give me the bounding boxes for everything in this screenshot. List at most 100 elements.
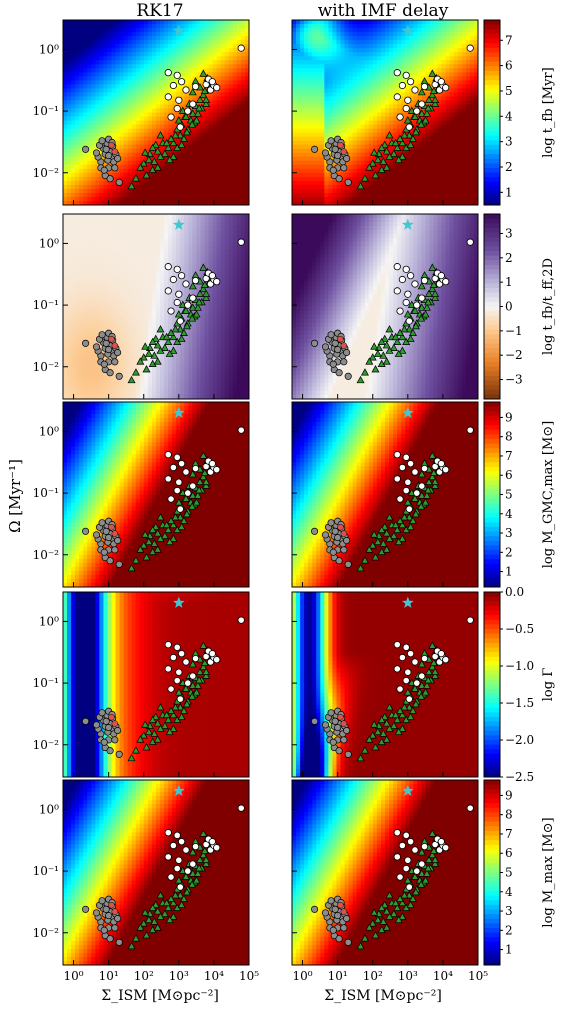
- triangle-marker: [408, 706, 417, 714]
- white-circle-marker: [398, 275, 406, 284]
- y-tick-label: 10⁰: [39, 42, 59, 56]
- grey-circle-marker: [105, 724, 113, 732]
- triangle-marker: [385, 513, 394, 521]
- triangle-marker: [202, 481, 211, 489]
- triangle-marker: [156, 912, 165, 920]
- colorbar-tick-label: 5: [505, 488, 513, 502]
- white-circle-marker: [420, 842, 429, 851]
- y-tick-label: 10⁻²: [33, 360, 60, 374]
- triangle-marker: [202, 859, 211, 867]
- grey-circle-marker: [335, 175, 343, 183]
- grey-circle-marker: [327, 709, 335, 717]
- triangle-marker: [160, 531, 169, 539]
- markers-r1-c0: [82, 218, 245, 384]
- grey-circle-marker: [111, 164, 119, 172]
- colorbar-tick-label: 1: [505, 565, 513, 579]
- white-circle-marker: [237, 238, 245, 246]
- y-tick-label: 10⁻¹: [33, 486, 59, 500]
- triangle-marker: [171, 325, 180, 333]
- grey-circle-marker: [98, 137, 106, 145]
- grey-circle-marker: [105, 912, 113, 920]
- y-tick-label: 10⁻²: [33, 548, 60, 562]
- triangle-marker: [380, 712, 389, 720]
- markers-r4-c1: [311, 784, 474, 950]
- triangle-marker: [169, 332, 178, 341]
- grey-circle-marker: [329, 926, 337, 934]
- white-circle-marker: [173, 453, 181, 461]
- triangle-marker: [171, 891, 180, 899]
- y-tick-label: 10⁻¹: [33, 104, 59, 118]
- triangle-marker: [431, 671, 440, 679]
- white-circle-marker: [405, 695, 413, 703]
- colorbar-tick-label: 2: [505, 160, 513, 174]
- triangle-marker: [188, 692, 197, 700]
- white-circle-marker: [398, 81, 406, 90]
- grey-circle-marker: [111, 924, 119, 932]
- triangle-marker: [389, 531, 398, 539]
- triangle-marker: [394, 727, 403, 735]
- triangle-marker: [199, 451, 208, 459]
- star-marker: [172, 596, 185, 608]
- triangle-marker: [421, 116, 430, 124]
- triangle-marker: [368, 159, 377, 167]
- heatmap-r0-c0: [63, 20, 249, 205]
- grey-circle-marker: [327, 137, 335, 145]
- grey-circle-marker: [321, 343, 330, 351]
- triangle-marker: [368, 731, 377, 739]
- triangle-marker: [417, 281, 426, 290]
- white-circle-marker: [413, 301, 421, 309]
- triangle-marker: [199, 90, 208, 99]
- triangle-marker: [192, 876, 201, 884]
- triangle-marker: [382, 357, 391, 365]
- markers-r4-c0: [82, 784, 245, 950]
- triangle-marker: [162, 332, 171, 341]
- white-circle-marker: [169, 841, 177, 850]
- colorbar-tick-label: 5: [505, 866, 513, 880]
- white-circle-marker: [402, 831, 410, 839]
- triangle-marker: [139, 919, 148, 927]
- triangle-marker: [368, 919, 377, 927]
- triangle-marker: [179, 328, 188, 336]
- triangle-marker: [169, 710, 178, 719]
- panel-frame: [62, 591, 250, 778]
- triangle-marker: [136, 735, 145, 743]
- triangle-marker: [400, 513, 409, 521]
- triangle-marker: [200, 468, 209, 476]
- triangle-marker: [193, 491, 202, 499]
- grey-circle-marker: [102, 527, 110, 535]
- triangle-marker: [195, 298, 204, 306]
- triangle-marker: [398, 724, 407, 732]
- x-axis-label-left: Σ_ISM [M⊙pc⁻²]: [101, 988, 219, 1004]
- triangle-marker: [422, 109, 431, 117]
- triangle-marker: [202, 855, 211, 863]
- white-circle-marker: [208, 838, 216, 846]
- grey-circle-marker: [102, 339, 110, 347]
- triangle-marker: [398, 152, 407, 160]
- colorbar-tick-label: 2: [505, 923, 513, 937]
- x-tick-label: 10⁰: [293, 969, 313, 983]
- white-circle-marker: [237, 616, 245, 624]
- grey-circle-marker: [102, 717, 110, 725]
- triangle-marker: [431, 289, 440, 297]
- triangle-marker: [377, 903, 386, 911]
- triangle-marker: [151, 334, 160, 342]
- colorbar-tick-label: 1: [505, 275, 513, 289]
- triangle-marker: [410, 684, 419, 692]
- white-circle-marker: [164, 69, 172, 77]
- grey-circle-marker: [343, 348, 351, 357]
- x-tick-label: 10⁰: [64, 969, 84, 983]
- triangle-marker: [431, 481, 440, 489]
- triangle-marker: [431, 477, 440, 485]
- triangle-marker: [167, 134, 176, 142]
- grey-circle-marker: [111, 546, 119, 554]
- triangle-marker: [431, 293, 440, 301]
- triangle-marker: [356, 181, 365, 190]
- white-circle-marker: [393, 665, 401, 673]
- white-circle-marker: [404, 478, 412, 486]
- grey-circle-marker: [331, 145, 339, 153]
- triangle-marker: [371, 365, 380, 373]
- triangle-marker: [156, 346, 165, 354]
- triangle-marker: [195, 486, 204, 494]
- y-tick-label: 10⁻²: [33, 926, 60, 940]
